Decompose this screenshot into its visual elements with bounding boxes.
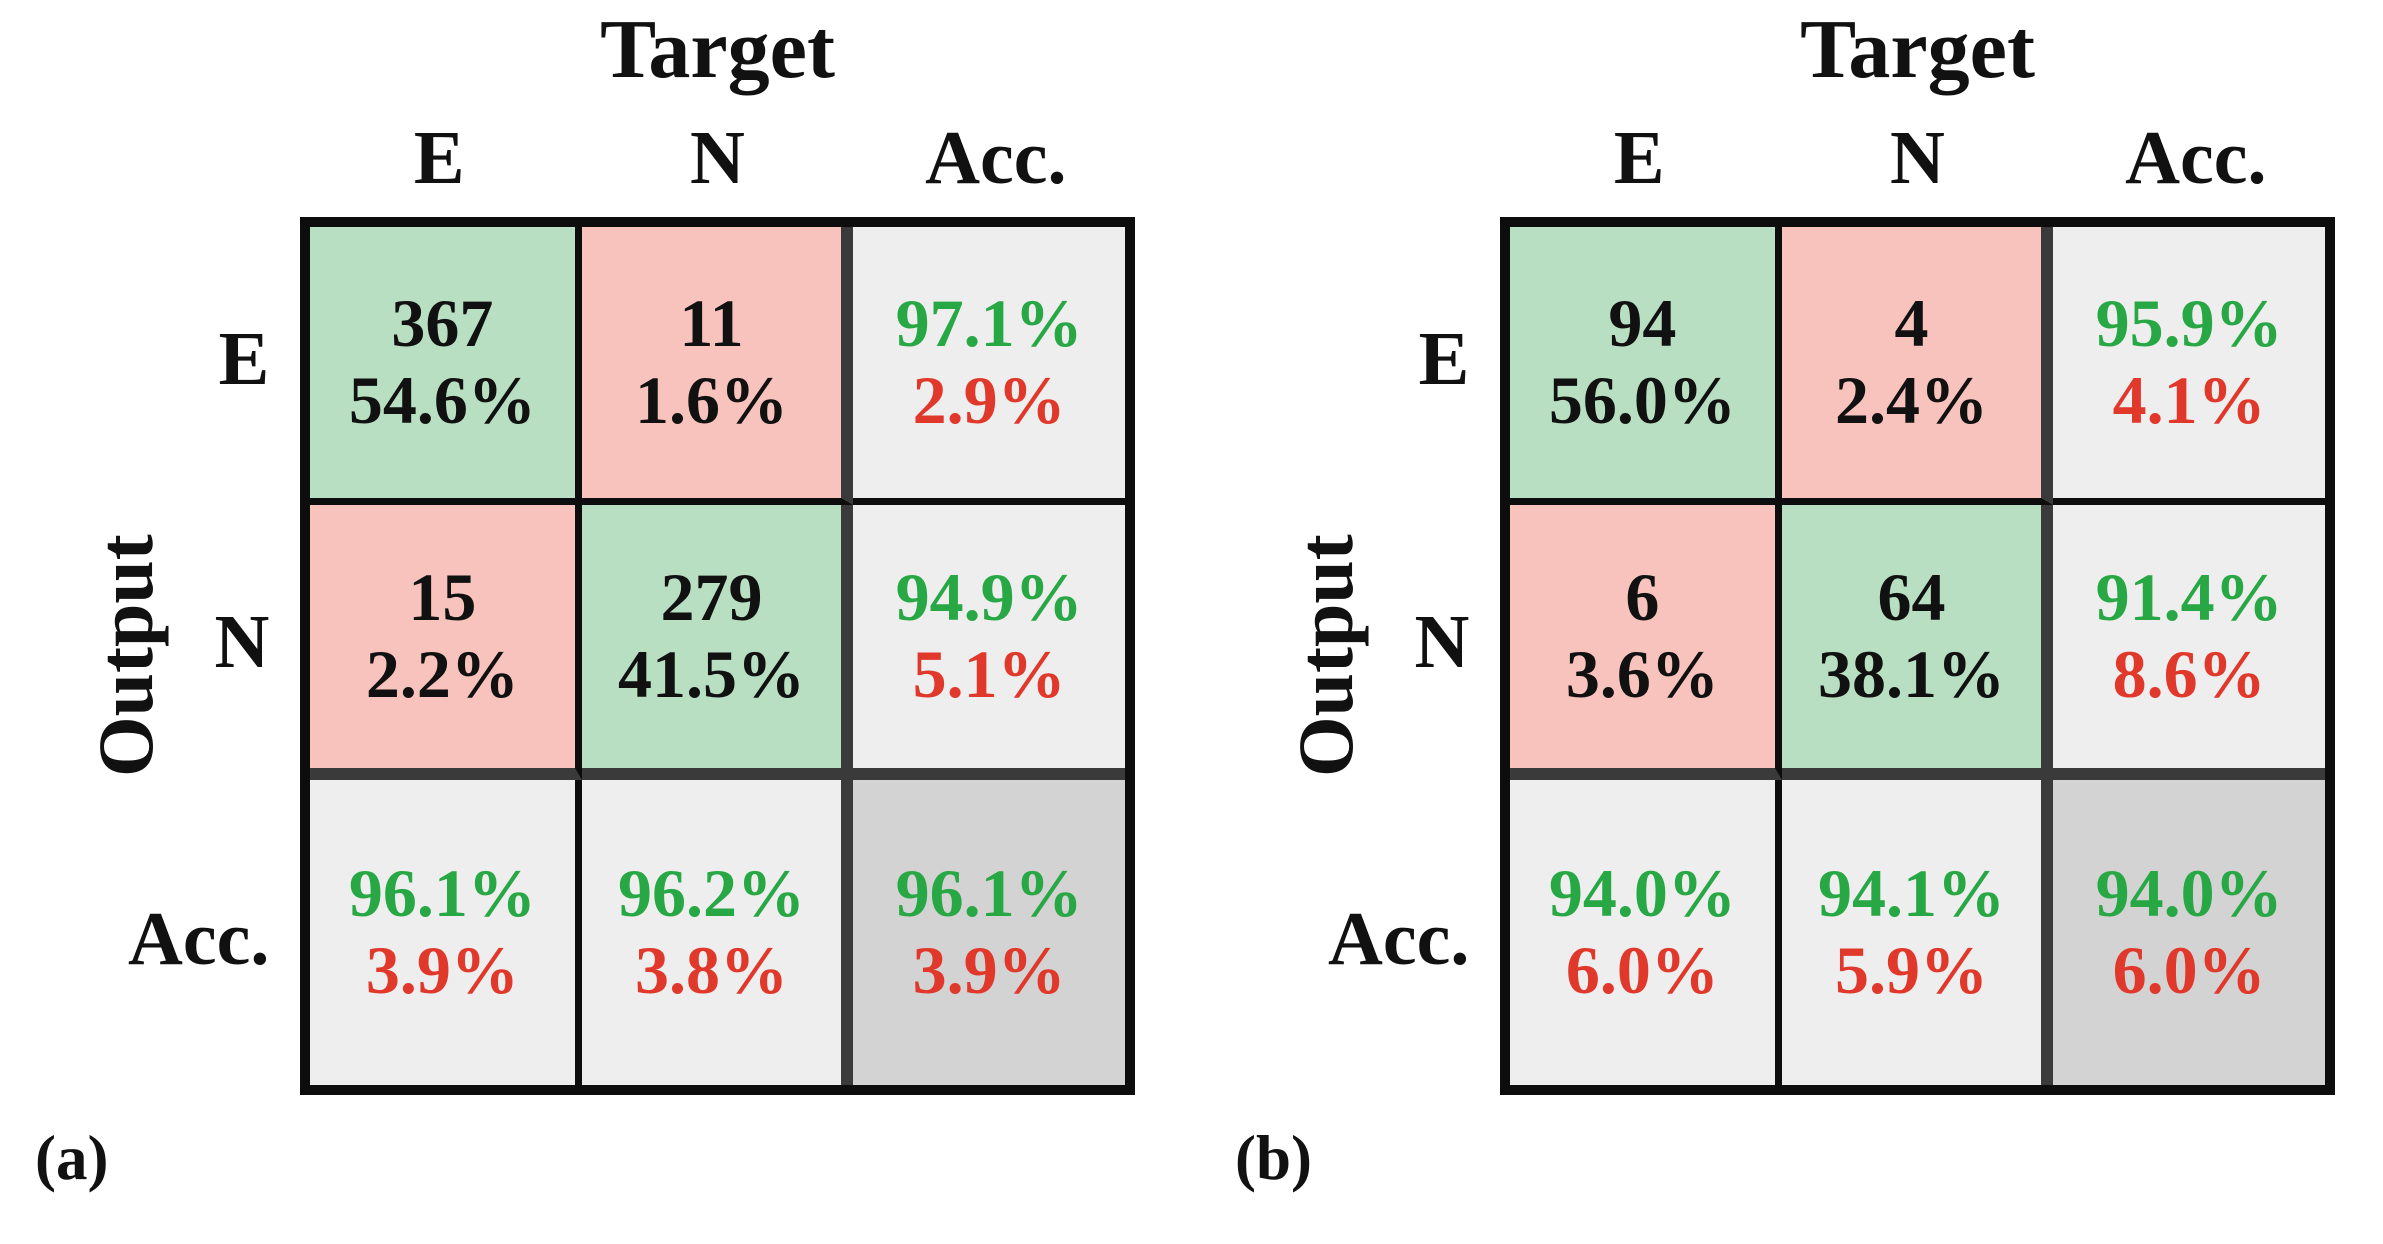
cell-percent: 3.6% [1565, 636, 1719, 713]
cell-accuracy: 97.1% [895, 284, 1083, 361]
col-header-a-acc: Acc. [925, 116, 1067, 200]
cell-percent: 41.5% [617, 636, 805, 713]
cell-accuracy: 94.0% [2095, 854, 2283, 931]
b-cell-row-E-accuracy: 95.9% 4.1% [2053, 227, 2325, 505]
cell-percent: 54.6% [348, 362, 536, 439]
cell-percent: 2.2% [365, 636, 519, 713]
cell-accuracy: 94.9% [895, 558, 1083, 635]
cell-accuracy: 94.1% [1817, 854, 2005, 931]
target-axis-title-b: Target [1800, 3, 2035, 96]
col-header-a-N: N [690, 116, 745, 200]
b-cell-col-E-accuracy: 94.0% 6.0% [1510, 779, 1782, 1085]
a-cell-output-N-target-E: 15 2.2% [310, 504, 582, 780]
row-header-b-acc: Acc. [1328, 896, 1470, 981]
caption-b: (b) [1235, 1123, 1312, 1193]
column-headers-a: E N Acc. [300, 120, 1135, 208]
column-headers-b: E N Acc. [1500, 120, 2335, 208]
cell-count: 367 [391, 284, 494, 361]
a-cell-output-E-target-N: 11 1.6% [581, 227, 854, 505]
cell-count: 279 [660, 558, 763, 635]
col-header-a-E: E [413, 116, 465, 200]
cell-percent: 38.1% [1817, 636, 2005, 713]
row-headers-a: E N Acc. [128, 217, 270, 1095]
cell-percent: 1.6% [634, 362, 788, 439]
a-cell-col-N-accuracy: 96.2% 3.8% [581, 779, 854, 1085]
cell-count: 11 [679, 284, 744, 361]
a-cell-output-E-target-E: 367 54.6% [310, 227, 582, 505]
cell-error: 3.9% [365, 932, 519, 1009]
cell-accuracy: 96.1% [348, 854, 536, 931]
cell-count: 15 [408, 558, 477, 635]
target-axis-title-a: Target [600, 3, 835, 96]
b-cell-col-N-accuracy: 94.1% 5.9% [1781, 779, 2054, 1085]
col-header-b-acc: Acc. [2125, 116, 2267, 200]
cell-accuracy: 96.2% [617, 854, 805, 931]
b-cell-overall-accuracy: 94.0% 6.0% [2053, 779, 2325, 1085]
cell-accuracy: 94.0% [1548, 854, 1736, 931]
cell-accuracy: 96.1% [895, 854, 1083, 931]
cell-count: 64 [1877, 558, 1946, 635]
cell-count: 94 [1608, 284, 1677, 361]
cell-error: 6.0% [2112, 932, 2266, 1009]
cell-percent: 56.0% [1548, 362, 1736, 439]
panel-a: Target E N Acc. Output E N Acc. 367 54.6… [0, 0, 1183, 1244]
cell-accuracy: 95.9% [2095, 284, 2283, 361]
cell-accuracy: 91.4% [2095, 558, 2283, 635]
a-cell-overall-accuracy: 96.1% 3.9% [853, 779, 1125, 1085]
a-cell-output-N-target-N: 279 41.5% [581, 504, 854, 780]
row-header-b-E: E [1418, 317, 1470, 402]
a-cell-col-E-accuracy: 96.1% 3.9% [310, 779, 582, 1085]
cell-error: 5.1% [912, 636, 1066, 713]
col-header-b-E: E [1613, 116, 1665, 200]
row-header-a-N: N [214, 599, 270, 684]
b-cell-output-E-target-N: 4 2.4% [1781, 227, 2054, 505]
a-cell-row-E-accuracy: 97.1% 2.9% [853, 227, 1125, 505]
cell-error: 5.9% [1834, 932, 1988, 1009]
caption-a: (a) [35, 1123, 109, 1193]
cell-count: 6 [1625, 558, 1660, 635]
row-headers-b: E N Acc. [1328, 217, 1470, 1095]
b-cell-output-N-target-E: 6 3.6% [1510, 504, 1782, 780]
a-cell-row-N-accuracy: 94.9% 5.1% [853, 504, 1125, 780]
b-cell-output-N-target-N: 64 38.1% [1781, 504, 2054, 780]
cell-error: 3.8% [634, 932, 788, 1009]
confusion-table-a: 367 54.6% 11 1.6% 97.1% 2.9% 15 2.2% 279… [300, 217, 1135, 1095]
b-cell-row-N-accuracy: 91.4% 8.6% [2053, 504, 2325, 780]
confusion-table-b: 94 56.0% 4 2.4% 95.9% 4.1% 6 3.6% 64 38.… [1500, 217, 2335, 1095]
b-cell-output-E-target-E: 94 56.0% [1510, 227, 1782, 505]
cell-percent: 2.4% [1834, 362, 1988, 439]
cell-count: 4 [1894, 284, 1929, 361]
cell-error: 6.0% [1565, 932, 1719, 1009]
row-header-a-E: E [218, 317, 270, 402]
col-header-b-N: N [1890, 116, 1945, 200]
panel-b: Target E N Acc. Output E N Acc. 94 56.0%… [1200, 0, 2383, 1244]
row-header-a-acc: Acc. [128, 896, 270, 981]
cell-error: 4.1% [2112, 362, 2266, 439]
cell-error: 8.6% [2112, 636, 2266, 713]
cell-error: 2.9% [912, 362, 1066, 439]
cell-error: 3.9% [912, 932, 1066, 1009]
row-header-b-N: N [1414, 599, 1470, 684]
